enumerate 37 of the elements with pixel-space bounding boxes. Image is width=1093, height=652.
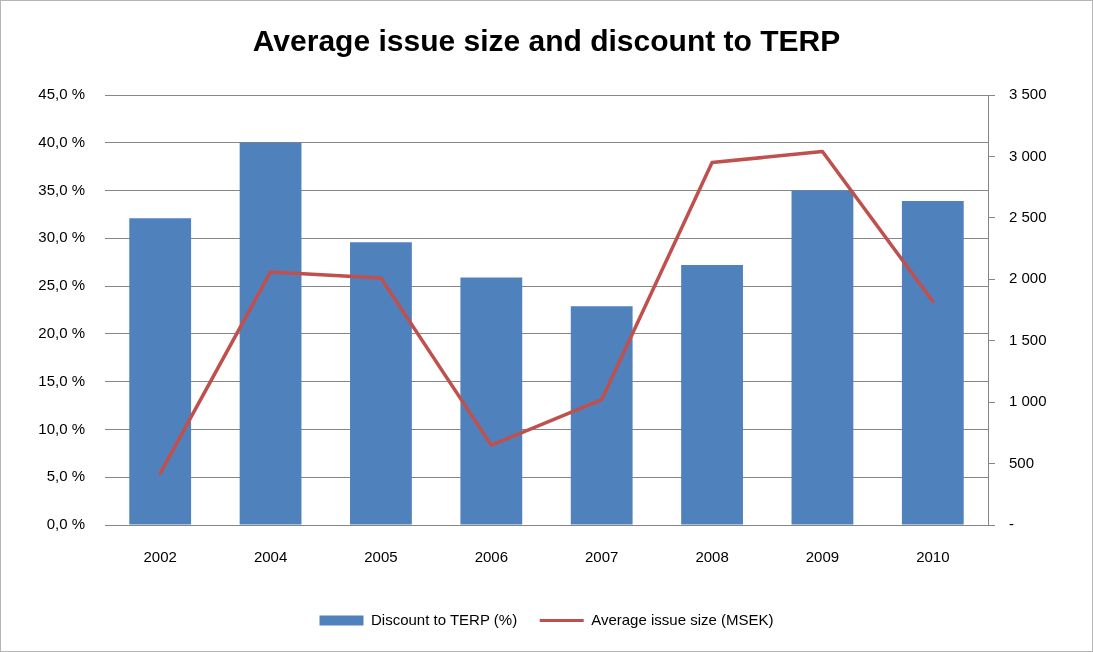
y-tick-label: 25,0 % [38, 276, 85, 294]
y2-tick-label: - [1009, 515, 1014, 533]
y2-tick-label: 3 000 [1009, 146, 1047, 164]
bar [901, 201, 964, 525]
x-tick-label: 2007 [585, 548, 619, 566]
legend-label: Average issue size (MSEK) [591, 610, 774, 628]
y-tick-label: 10,0 % [38, 419, 85, 437]
bar [570, 306, 633, 525]
y-tick-label: 45,0 % [38, 85, 85, 103]
bar [681, 265, 743, 525]
bar [129, 218, 192, 525]
bar [239, 142, 302, 525]
x-tick-label: 2005 [364, 548, 398, 566]
y2-tick-label: 2 000 [1009, 269, 1047, 287]
y-tick-label: 0,0 % [46, 515, 85, 533]
legend-label: Discount to TERP (%) [371, 610, 518, 628]
y-tick-label: 20,0 % [38, 324, 85, 342]
x-tick-label: 2008 [695, 548, 729, 566]
x-tick-label: 2010 [916, 548, 950, 566]
y2-tick-label: 1 000 [1009, 392, 1047, 410]
x-tick-label: 2009 [805, 548, 840, 566]
bar [350, 242, 412, 525]
y-tick-label: 15,0 % [38, 371, 85, 389]
y-tick-label: 35,0 % [38, 180, 85, 198]
y-tick-label: 30,0 % [38, 228, 85, 246]
y2-tick-label: 1 500 [1009, 330, 1047, 348]
chart-title: Average issue size and discount to TERP [252, 24, 841, 58]
y2-tick-label: 3 500 [1009, 85, 1047, 103]
x-tick-label: 2004 [253, 548, 288, 566]
y-tick-label: 5,0 % [46, 467, 85, 485]
y2-tick-label: 500 [1009, 453, 1035, 471]
x-tick-label: 2002 [143, 548, 177, 566]
x-tick-label: 2006 [474, 548, 508, 566]
bar [791, 190, 854, 525]
bar [460, 277, 523, 525]
y-tick-label: 40,0 % [38, 132, 85, 150]
y2-tick-label: 2 500 [1009, 208, 1047, 225]
